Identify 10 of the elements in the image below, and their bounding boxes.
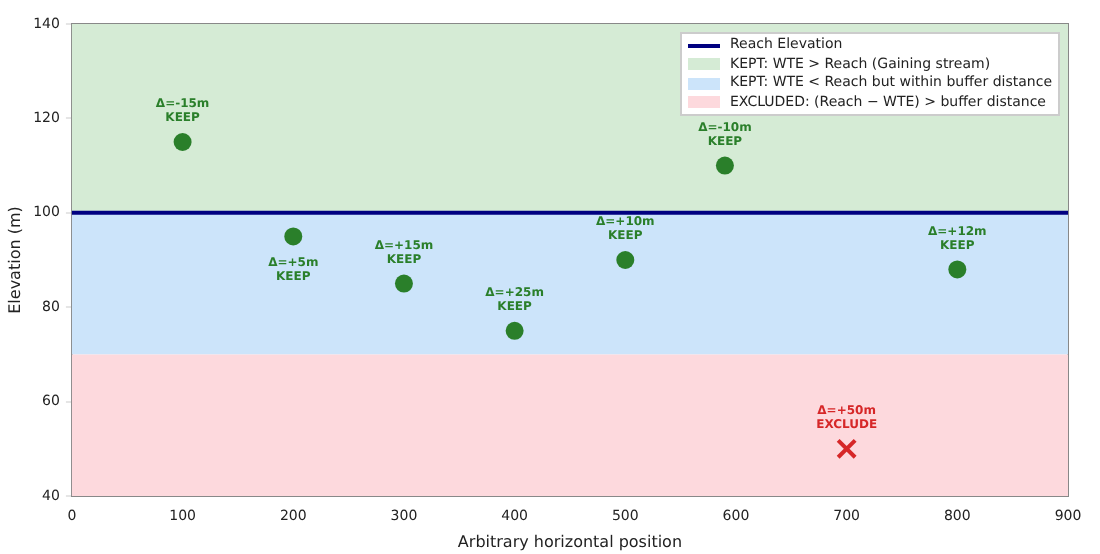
point — [284, 227, 303, 246]
point — [173, 133, 192, 151]
point — [394, 274, 413, 293]
point — [836, 438, 858, 460]
y-axis-title: Elevation (m) — [5, 206, 24, 314]
x-axis-title: Arbitrary horizontal position — [457, 532, 683, 551]
point — [715, 156, 734, 175]
point — [948, 260, 967, 279]
point — [616, 251, 635, 269]
point — [505, 321, 524, 340]
